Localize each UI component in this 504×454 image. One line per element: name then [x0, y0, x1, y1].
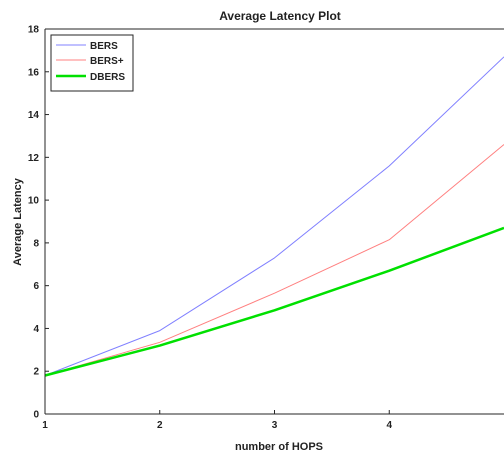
y-axis-ticks: 0 2 4 6 8 10 12 14 16 18: [28, 25, 49, 421]
y-tick-label: 12: [28, 153, 40, 164]
legend: BERS BERS+ DBERS: [50, 34, 134, 92]
y-tick-label: 18: [28, 25, 40, 36]
x-axis-label: number of HOPS: [235, 441, 323, 453]
x-tick-label: 1: [42, 420, 48, 431]
y-tick-label: 8: [33, 238, 39, 249]
y-tick-label: 16: [28, 67, 40, 78]
series-line-dbers: [44, 226, 504, 377]
x-tick-label: 3: [272, 420, 278, 431]
y-tick-label: 4: [33, 324, 39, 335]
y-tick-label: 0: [33, 410, 39, 421]
y-axis-label: Average Latency: [12, 177, 24, 266]
y-tick-label: 2: [33, 367, 39, 378]
legend-label-bers: BERS: [90, 41, 118, 52]
x-tick-label: 4: [386, 420, 392, 431]
series-lines: [44, 56, 504, 377]
y-tick-label: 10: [28, 196, 40, 207]
chart-title: Average Latency Plot: [219, 9, 341, 23]
x-tick-label: 2: [157, 420, 163, 431]
legend-box: [50, 34, 134, 92]
y-tick-label: 6: [33, 281, 39, 292]
legend-label-dbers: DBERS: [90, 72, 125, 83]
x-axis-ticks: 1 2 3 4: [42, 410, 392, 431]
series-line-bers-plus: [44, 144, 504, 376]
series-line-bers: [44, 56, 504, 376]
legend-label-bers-plus: BERS+: [90, 56, 124, 67]
y-tick-label: 14: [28, 110, 40, 121]
